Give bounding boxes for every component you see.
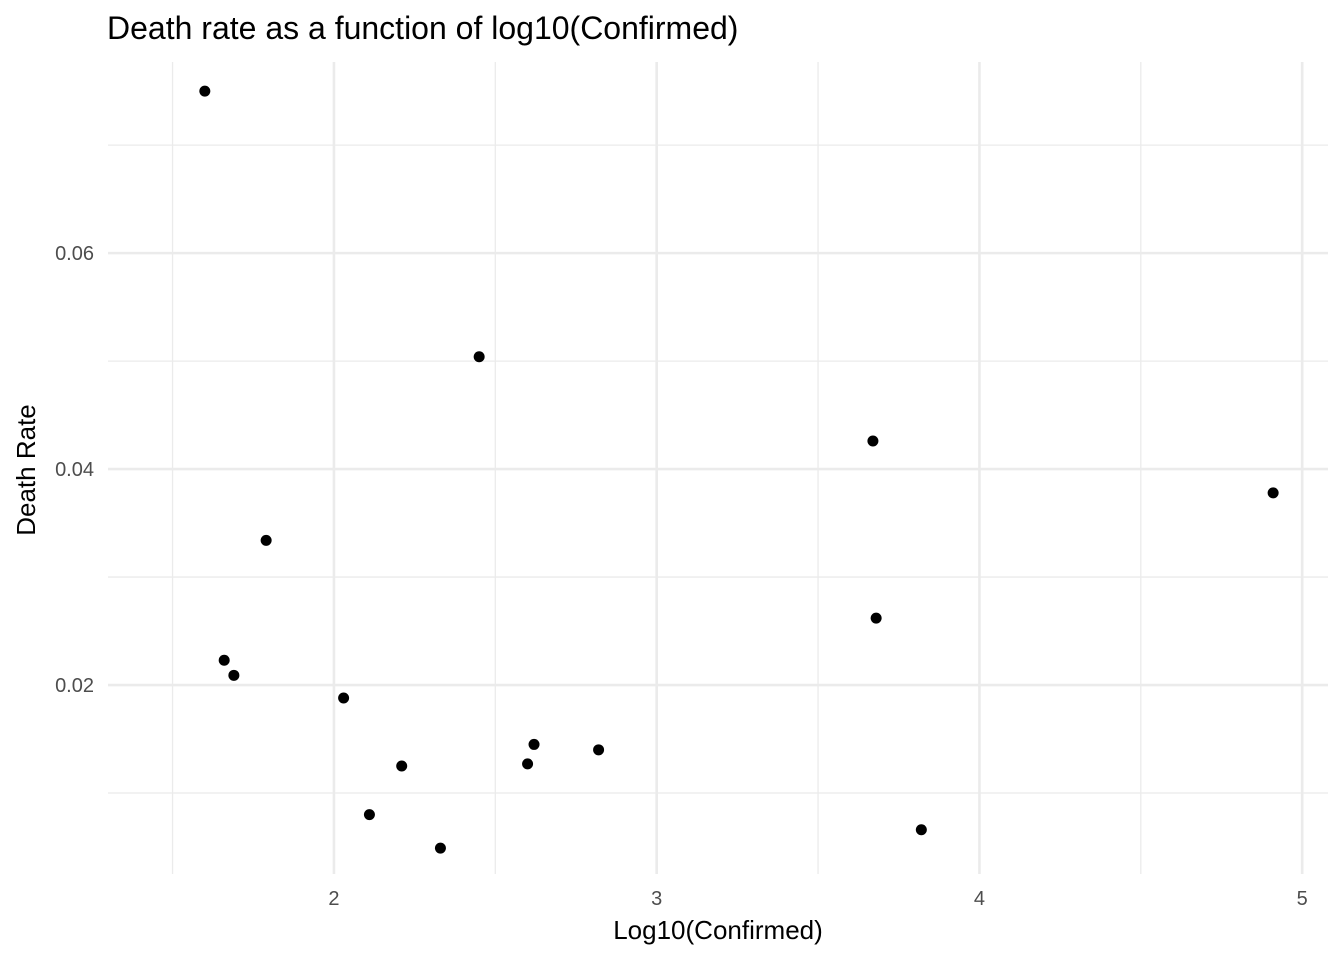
data-point — [915, 824, 927, 836]
data-point — [593, 744, 605, 756]
data-point — [522, 758, 534, 770]
grid-layer — [108, 62, 1328, 874]
y-tick-label: 0.06 — [55, 243, 94, 265]
x-tick-label: 3 — [651, 888, 662, 910]
data-point — [434, 842, 446, 854]
data-point — [870, 612, 882, 624]
data-point — [396, 760, 408, 772]
chart-title: Death rate as a function of log10(Confir… — [107, 10, 738, 46]
x-tick-label: 2 — [328, 888, 339, 910]
data-point — [473, 351, 485, 363]
data-point — [1267, 487, 1279, 499]
y-tick-label: 0.02 — [55, 675, 94, 697]
x-tick-label: 4 — [974, 888, 985, 910]
y-axis-label: Death Rate — [11, 404, 41, 536]
x-axis-label: Log10(Confirmed) — [613, 915, 823, 945]
data-point — [363, 809, 375, 821]
tick-labels: 2 3 4 5 0.02 0.04 0.06 — [55, 243, 1308, 910]
data-point — [338, 692, 350, 704]
data-point — [218, 654, 230, 666]
data-point — [228, 669, 240, 681]
data-point — [528, 738, 540, 750]
data-points — [199, 85, 1279, 854]
data-point — [867, 435, 879, 447]
x-tick-label: 5 — [1297, 888, 1308, 910]
y-tick-label: 0.04 — [55, 459, 94, 481]
data-point — [260, 534, 272, 546]
data-point — [199, 85, 211, 97]
